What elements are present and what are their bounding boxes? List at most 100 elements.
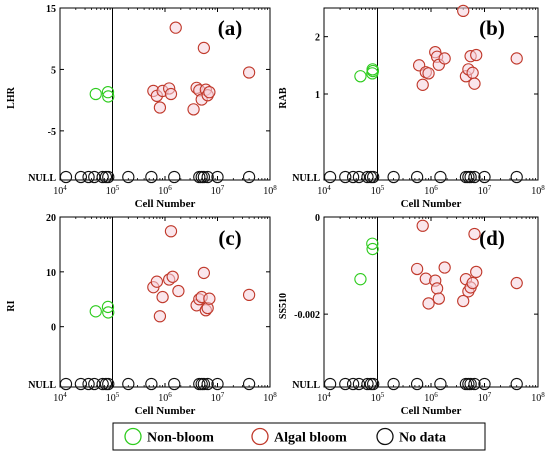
algal-bloom-point <box>416 78 429 91</box>
algal-bloom-point <box>416 219 429 232</box>
x-tick-label: 104 <box>53 391 67 404</box>
x-tick-label: 105 <box>106 391 120 404</box>
algal-bloom-point <box>242 288 256 302</box>
non-bloom-point <box>101 300 115 314</box>
no-data-point <box>410 377 424 391</box>
no-data-point <box>387 170 400 184</box>
y-tick-label: 0 <box>315 213 320 224</box>
no-data-point <box>74 170 88 184</box>
panel-c: 104 105 106 107 108 20 10 0 NULL RI Cell Number (c) <box>6 213 277 417</box>
no-data-point <box>346 377 360 391</box>
algal-bloom-point <box>156 290 169 304</box>
no-data-point <box>74 377 88 391</box>
no-data-point <box>168 170 181 184</box>
no-data-point <box>434 170 447 184</box>
legend-marker-algal-bloom <box>251 427 269 446</box>
x-tick-label: 106 <box>158 391 172 404</box>
algal-bloom-point <box>430 282 444 295</box>
panel-label: (a) <box>218 16 243 40</box>
x-tick-label: 108 <box>531 184 545 197</box>
x-tick-label: 105 <box>371 184 385 197</box>
no-data-point <box>102 377 115 391</box>
x-tick-label: 108 <box>531 391 545 404</box>
no-data-point <box>145 170 158 184</box>
non-bloom-point <box>366 64 380 78</box>
algal-bloom-point <box>153 310 167 323</box>
x-tick-label: 106 <box>424 184 438 197</box>
panel-label: (c) <box>218 226 241 250</box>
no-data-point <box>82 170 95 184</box>
plot-frame <box>323 7 539 181</box>
y-tick-label: -5 <box>48 127 56 138</box>
algal-bloom-point <box>457 294 470 308</box>
no-data-point <box>168 377 181 391</box>
y-tick-label: 0 <box>51 323 56 334</box>
no-data-point <box>510 377 523 391</box>
x-tick-label: 107 <box>211 391 225 404</box>
x-tick-label: 108 <box>263 184 277 197</box>
x-tick-label: 105 <box>106 184 120 197</box>
legend-marker-non-bloom <box>124 427 142 446</box>
y-tick-label: 2 <box>315 33 320 44</box>
null-label: NULL <box>28 173 56 184</box>
algal-bloom-point <box>169 21 182 34</box>
no-data-point <box>211 377 224 391</box>
no-data-point <box>510 170 523 184</box>
no-data-point <box>102 170 115 184</box>
algal-bloom-point <box>422 67 435 80</box>
algal-bloom-point <box>197 266 211 280</box>
x-tick-label: 107 <box>478 391 492 404</box>
no-data-point <box>478 170 491 184</box>
x-axis-label: Cell Number <box>401 198 462 210</box>
algal-bloom-point <box>438 52 451 65</box>
no-data-point <box>464 170 477 184</box>
legend-box <box>112 422 486 451</box>
algal-bloom-point <box>164 87 178 101</box>
algal-bloom-point <box>432 292 445 305</box>
algal-bloom-point <box>470 48 483 62</box>
no-data-point <box>478 377 491 391</box>
no-data-point <box>82 377 95 391</box>
legend-marker-no-data <box>376 427 394 446</box>
x-tick-label: 106 <box>158 184 172 197</box>
no-data-point <box>361 170 374 184</box>
no-data-point <box>211 170 224 184</box>
y-tick-label: 15 <box>46 4 56 15</box>
no-data-point <box>96 170 109 184</box>
x-tick-label: 107 <box>478 184 492 197</box>
algal-bloom-point <box>466 276 479 290</box>
algal-bloom-point <box>410 262 424 276</box>
no-data-point <box>434 377 447 391</box>
no-data-point <box>410 170 424 184</box>
algal-bloom-point <box>457 4 470 18</box>
non-bloom-point <box>89 305 102 318</box>
panel-d: 104 105 106 107 108 0 -0.002 NULL SS510 Cell Numb… <box>278 213 545 417</box>
algal-bloom-point <box>166 270 179 283</box>
no-data-point <box>122 377 135 391</box>
no-data-point <box>323 170 337 184</box>
legend-label: Algal bloom <box>274 431 347 446</box>
no-data-point <box>145 377 158 391</box>
x-tick-label: 105 <box>371 391 385 404</box>
no-data-point <box>59 170 73 184</box>
algal-bloom-point <box>422 297 435 310</box>
non-bloom-point <box>366 237 379 250</box>
y-tick-label: 10 <box>46 268 56 279</box>
no-data-point <box>197 377 211 391</box>
algal-bloom-point <box>466 66 479 79</box>
no-data-point <box>367 377 380 391</box>
legend: Non-bloom Algal bloom No data <box>112 422 486 451</box>
non-bloom-point <box>102 306 115 319</box>
no-data-point <box>367 170 380 184</box>
x-tick-label: 107 <box>211 184 225 197</box>
x-tick-label: 106 <box>424 391 438 404</box>
y-axis-label: SS510 <box>278 293 289 319</box>
algal-bloom-point <box>510 276 523 290</box>
y-axis-label: RI <box>6 300 17 311</box>
algal-bloom-point <box>510 52 523 65</box>
non-bloom-point <box>89 87 102 101</box>
x-axis-label: Cell Number <box>401 405 462 417</box>
non-bloom-point <box>101 86 115 99</box>
no-data-point <box>242 170 256 184</box>
y-tick-label: -0.002 <box>294 310 320 321</box>
